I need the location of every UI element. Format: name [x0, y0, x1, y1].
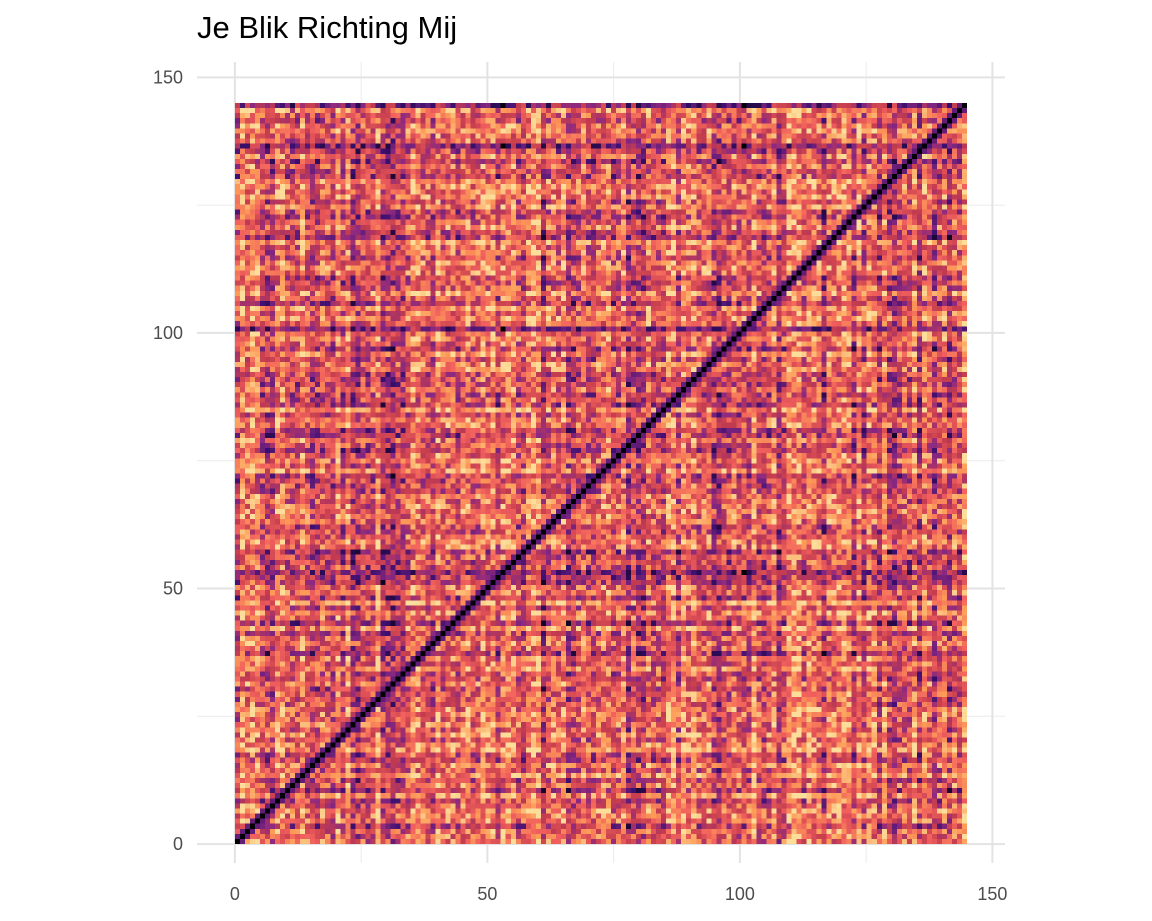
y-tick-label: 100: [153, 323, 183, 343]
y-tick-label: 150: [153, 67, 183, 87]
x-tick-label: 50: [477, 884, 497, 904]
x-tick-label: 0: [230, 884, 240, 904]
chart-title: Je Blik Richting Mij: [197, 10, 458, 45]
x-tick-label: 150: [977, 884, 1007, 904]
x-tick-label: 100: [725, 884, 755, 904]
y-tick-label: 50: [163, 579, 183, 599]
y-tick-label: 0: [173, 834, 183, 854]
heatmap-cells: [234, 102, 968, 845]
